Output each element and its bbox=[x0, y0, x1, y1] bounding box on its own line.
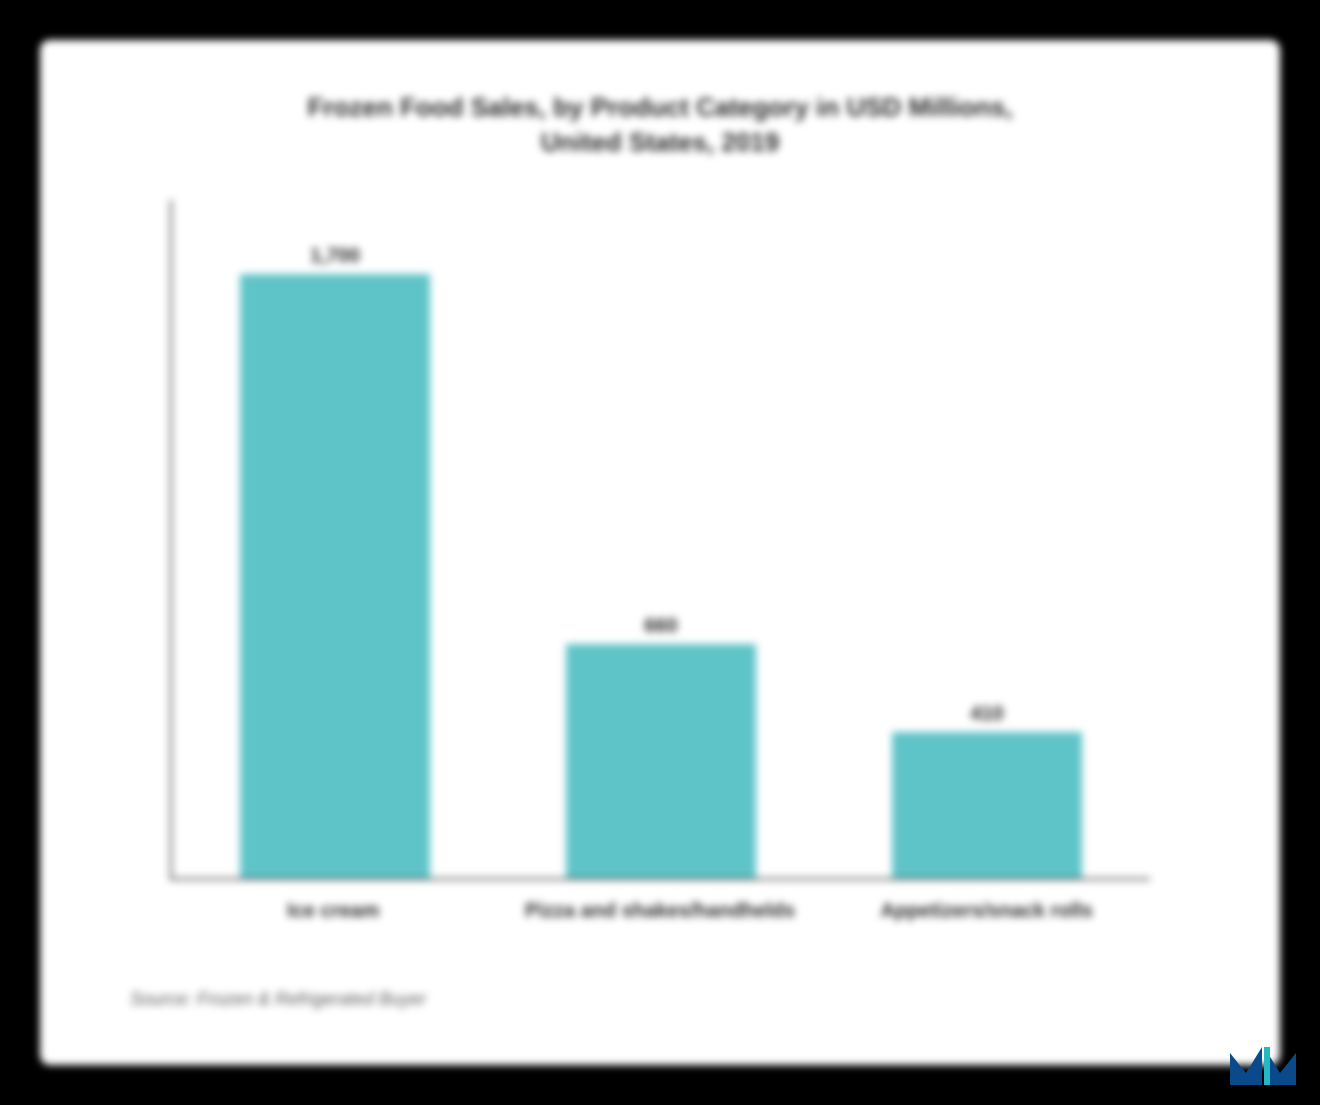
bar-value-label: 1,700 bbox=[310, 245, 360, 268]
bar bbox=[892, 732, 1082, 878]
bar-group: 1,700 bbox=[172, 245, 498, 878]
bar-group: 660 bbox=[498, 615, 824, 879]
bar-value-label: 410 bbox=[970, 703, 1003, 726]
chart-title-line1: Frozen Food Sales, by Product Category i… bbox=[110, 90, 1210, 125]
chart-area: 1,700660410 Ice creamPizza and shakes/ha… bbox=[110, 200, 1210, 880]
plot-region: 1,700 660 410 bbox=[170, 200, 1150, 880]
bar-group: 410 bbox=[824, 703, 1150, 878]
source-citation: Source: Frozen & Refrigerated Buyer bbox=[130, 989, 426, 1010]
chart-title-line2: United States, 2019 bbox=[110, 125, 1210, 160]
x-axis-labels: Ice creamPizza and shakes/handheldsAppet… bbox=[170, 880, 1150, 925]
bar bbox=[240, 274, 430, 878]
x-axis-label: Pizza and shakes/handhelds bbox=[497, 898, 824, 925]
x-axis-label: Ice cream bbox=[170, 898, 497, 925]
x-axis-label: Appetizers/snack rolls bbox=[823, 898, 1150, 925]
bars-container: 1,700 660 410 bbox=[172, 200, 1150, 878]
chart-title: Frozen Food Sales, by Product Category i… bbox=[110, 90, 1210, 160]
chart-card: Frozen Food Sales, by Product Category i… bbox=[40, 40, 1280, 1065]
bar bbox=[566, 644, 756, 879]
brand-logo-icon bbox=[1228, 1039, 1298, 1089]
bar-value-label: 660 bbox=[644, 615, 677, 638]
